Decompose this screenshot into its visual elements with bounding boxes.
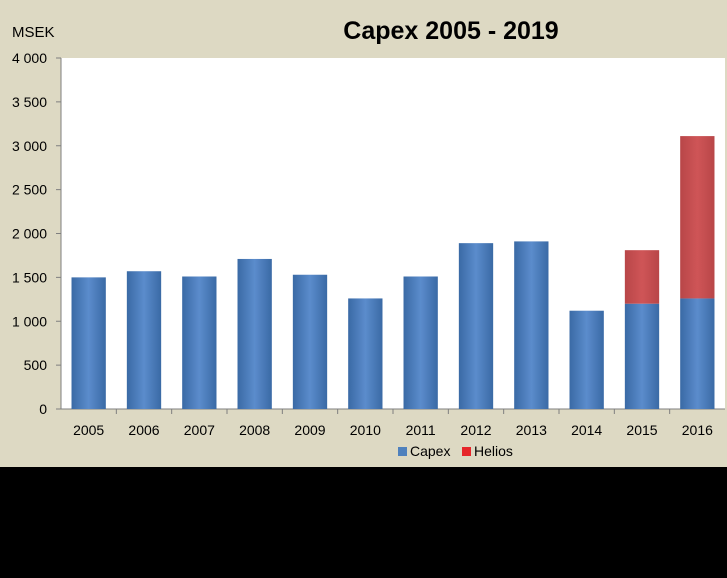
plot-area [61,58,725,409]
bar-capex-2011 [403,276,438,409]
chart-title: Capex 2005 - 2019 [343,17,558,45]
x-tick-label: 2012 [460,422,491,438]
legend-label-helios: Helios [474,443,513,459]
y-tick-label: 1 000 [12,313,47,329]
bar-capex-2013 [514,241,549,409]
x-tick-label: 2007 [184,422,215,438]
legend: Capex Helios [398,443,513,459]
bar-capex-2005 [71,277,106,409]
y-tick-label: 4 000 [12,50,47,66]
bar-helios-2016 [680,136,715,299]
x-tick-label: 2016 [682,422,713,438]
x-tick-label: 2014 [571,422,602,438]
bar-capex-2006 [126,271,162,409]
bar-capex-2016 [680,298,715,409]
y-tick-label: 500 [24,357,48,373]
y-tick-label: 2 500 [12,182,47,198]
x-tick-label: 2008 [239,422,270,438]
x-tick-label: 2011 [406,422,436,438]
bar-capex-2015 [624,303,660,409]
legend-swatch-helios [462,447,471,456]
bar-capex-2007 [182,276,217,409]
y-tick-label: 0 [39,401,47,417]
chart-svg: MSEK Capex 2005 - 2019 0 500 1 000 1 500 2 0… [12,17,725,459]
y-axis-ticks: 0 500 1 000 1 500 2 000 2 500 3 000 3 500 4 000 [12,50,61,417]
x-tick-label: 2005 [73,422,104,438]
x-tick-label: 2015 [626,422,657,438]
x-tick-label: 2009 [294,422,325,438]
legend-swatch-capex [398,447,407,456]
x-tick-label: 2010 [350,422,381,438]
chart-panel: MSEK Capex 2005 - 2019 0 500 1 000 1 500 2 0… [0,0,727,467]
bar-capex-2008 [237,258,272,409]
bar-capex-2012 [458,243,494,409]
y-unit-label: MSEK [12,24,55,41]
y-tick-label: 3 500 [12,94,47,110]
bar-capex-2014 [569,310,604,409]
y-tick-label: 1 500 [12,269,47,285]
bar-capex-2010 [348,298,383,409]
bar-helios-2015 [624,250,660,304]
y-tick-label: 3 000 [12,138,47,154]
y-tick-label: 2 000 [12,226,47,242]
x-tick-label: 2006 [128,422,159,438]
bars-group [71,136,715,409]
legend-label-capex: Capex [410,443,450,459]
x-tick-label: 2013 [516,422,547,438]
bar-capex-2009 [292,274,328,409]
x-axis-ticks: 2005 2006 2007 2008 2009 2010 2011 2012 2013 2014… [73,409,713,438]
